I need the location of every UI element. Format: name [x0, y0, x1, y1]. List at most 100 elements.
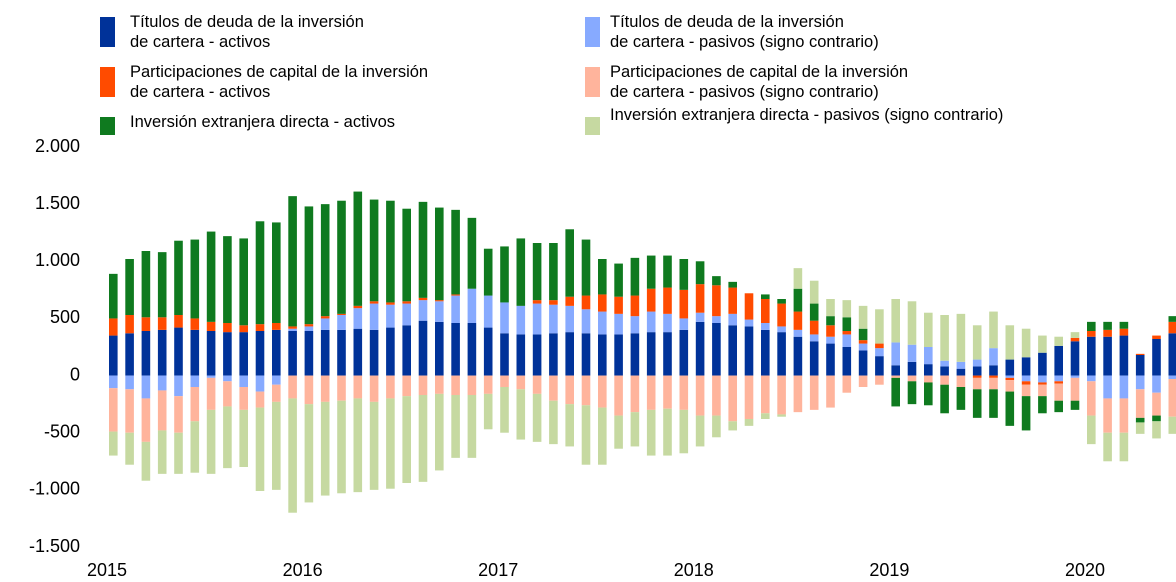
bar: [1168, 416, 1176, 434]
bar: [875, 348, 884, 357]
bar: [418, 297, 428, 301]
bar: [712, 285, 721, 317]
bar: [1119, 375, 1129, 399]
bar: [141, 317, 151, 331]
bar: [483, 248, 493, 296]
bar: [614, 375, 623, 416]
bar: [793, 329, 803, 337]
bar: [500, 302, 509, 334]
x-tick-label: 2019: [869, 560, 909, 580]
bar: [630, 412, 640, 447]
bar: [989, 389, 998, 418]
bar: [1021, 328, 1031, 358]
bar: [467, 323, 477, 376]
bar: [451, 395, 460, 458]
bar: [1119, 328, 1129, 336]
bar: [663, 408, 672, 456]
bar: [1135, 355, 1145, 376]
bar: [891, 299, 900, 343]
bar: [744, 319, 754, 327]
bar: [858, 328, 868, 341]
bar: [451, 209, 460, 295]
bar: [712, 375, 721, 416]
bar: [516, 375, 526, 390]
bar: [581, 309, 591, 334]
bar: [891, 377, 900, 407]
bar: [793, 268, 803, 289]
bar: [190, 387, 200, 422]
bar: [1087, 381, 1096, 416]
legend-label: Inversión extranjera directa - activos: [130, 113, 396, 131]
bar: [320, 401, 330, 496]
bar: [467, 375, 477, 395]
bar: [712, 415, 721, 438]
bar: [157, 317, 167, 330]
bar: [1103, 375, 1112, 399]
bar: [516, 389, 526, 440]
bar: [907, 375, 917, 382]
bar: [1152, 335, 1161, 339]
bar: [516, 305, 526, 335]
bar: [288, 331, 297, 376]
bar: [1168, 333, 1176, 376]
bar: [581, 295, 591, 310]
bar: [369, 375, 379, 402]
bar: [989, 377, 998, 390]
bar: [1054, 381, 1063, 384]
x-tick-label: 2020: [1065, 560, 1105, 580]
bar: [288, 196, 297, 327]
bar: [826, 316, 835, 326]
bar: [793, 336, 803, 376]
bar: [972, 377, 982, 390]
legend-label: Títulos de deuda de la inversión de cart…: [130, 13, 364, 51]
bar: [598, 294, 607, 312]
bar: [1103, 398, 1112, 433]
bar: [386, 200, 395, 303]
bar: [940, 384, 949, 414]
bar: [255, 221, 265, 325]
bar: [337, 200, 346, 314]
bar: [337, 313, 346, 315]
bar: [288, 326, 297, 329]
bar: [109, 375, 118, 389]
bar: [989, 311, 998, 349]
bar: [549, 375, 558, 401]
bar: [972, 359, 982, 367]
bar: [500, 387, 509, 433]
bar: [320, 375, 330, 402]
bar: [125, 432, 134, 465]
bar: [989, 365, 998, 376]
bar: [516, 238, 526, 306]
bar: [190, 421, 200, 473]
bar: [435, 321, 444, 376]
bar: [304, 326, 314, 331]
bar: [1021, 396, 1031, 431]
bar: [761, 299, 770, 323]
bar: [972, 389, 982, 418]
bar: [663, 375, 672, 409]
bar: [206, 375, 216, 378]
bar: [109, 388, 118, 432]
bar: [875, 343, 884, 349]
bar: [1152, 392, 1161, 416]
bar: [842, 334, 852, 347]
bar: [614, 313, 623, 335]
bar: [809, 320, 819, 335]
x-tick-label: 2015: [87, 560, 127, 580]
bar: [109, 431, 118, 456]
bar: [141, 331, 151, 376]
bar: [663, 313, 672, 333]
bar: [1038, 335, 1047, 353]
bar: [1038, 396, 1047, 414]
bar: [1021, 381, 1031, 385]
bar: [728, 421, 737, 431]
bar: [337, 329, 346, 376]
bar: [272, 375, 281, 385]
bar: [386, 375, 395, 399]
bar: [190, 239, 200, 319]
bar: [1087, 336, 1096, 376]
bar: [1038, 352, 1047, 376]
bar: [239, 375, 248, 387]
bar: [744, 293, 754, 320]
